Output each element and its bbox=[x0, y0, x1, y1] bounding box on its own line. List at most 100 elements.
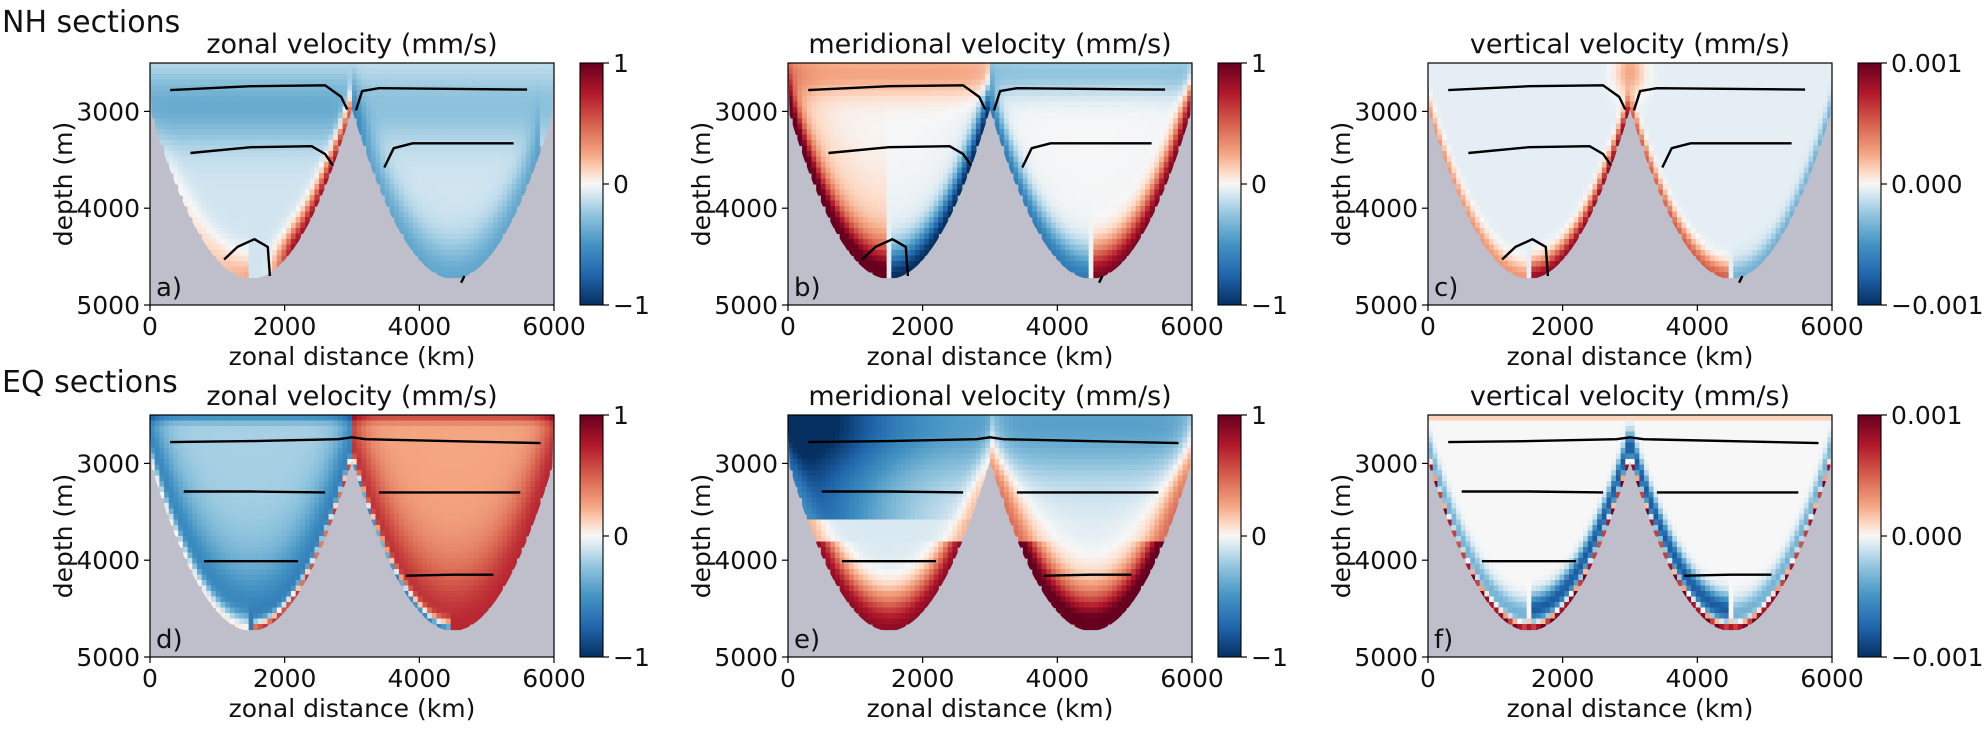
heatmap-cell bbox=[507, 195, 513, 202]
heatmap-cell bbox=[825, 63, 831, 70]
heatmap-cell bbox=[849, 96, 855, 103]
heatmap-cell bbox=[858, 167, 864, 174]
heatmap-cell bbox=[1036, 68, 1043, 75]
heatmap-cell bbox=[295, 162, 301, 169]
heatmap-cell bbox=[258, 244, 264, 251]
heatmap-cell bbox=[441, 222, 447, 229]
heatmap-cell bbox=[849, 101, 855, 108]
heatmap-cell bbox=[361, 96, 367, 103]
heatmap-cell bbox=[243, 244, 250, 251]
heatmap-cell bbox=[290, 74, 297, 81]
heatmap-cell bbox=[1145, 68, 1151, 75]
heatmap-cell bbox=[441, 178, 447, 185]
heatmap-cell bbox=[309, 195, 316, 202]
heatmap-cell bbox=[966, 145, 972, 152]
heatmap-cell bbox=[276, 184, 283, 191]
heatmap-cell bbox=[1055, 118, 1062, 125]
heatmap-cell bbox=[497, 145, 503, 152]
heatmap-cell bbox=[816, 129, 822, 136]
heatmap-cell bbox=[1008, 151, 1015, 158]
heatmap-cell bbox=[300, 118, 306, 125]
heatmap-cell bbox=[999, 90, 1005, 97]
heatmap-cell bbox=[483, 90, 489, 97]
heatmap-cell bbox=[455, 107, 461, 114]
heatmap-cell bbox=[1173, 145, 1179, 152]
heatmap-cell bbox=[1093, 222, 1099, 229]
heatmap-cell bbox=[225, 233, 231, 240]
heatmap-cell bbox=[1018, 123, 1024, 130]
heatmap-cell bbox=[370, 162, 377, 169]
heatmap-cell bbox=[262, 189, 269, 196]
heatmap-cell bbox=[182, 167, 189, 174]
heatmap-cell bbox=[919, 140, 925, 147]
heatmap-cell bbox=[187, 184, 193, 191]
heatmap-cell bbox=[1107, 151, 1113, 158]
heatmap-cell bbox=[938, 96, 944, 103]
heatmap-cell bbox=[384, 167, 391, 174]
heatmap-cell bbox=[872, 123, 878, 130]
heatmap-cell bbox=[900, 156, 907, 163]
heatmap-cell bbox=[502, 156, 508, 163]
heatmap-cell bbox=[370, 107, 377, 114]
heatmap-cell bbox=[445, 134, 452, 141]
heatmap-cell bbox=[525, 107, 532, 114]
heatmap-cell bbox=[483, 255, 489, 262]
heatmap-cell bbox=[844, 233, 850, 240]
heatmap-cell bbox=[258, 195, 264, 202]
heatmap-cell bbox=[159, 101, 165, 108]
heatmap-cell bbox=[872, 211, 878, 218]
heatmap-cell bbox=[980, 85, 986, 92]
heatmap-cell bbox=[825, 79, 831, 86]
heatmap-cell bbox=[863, 222, 869, 229]
heatmap-cell bbox=[1013, 112, 1019, 119]
heatmap-cell bbox=[262, 222, 269, 229]
heatmap-cell bbox=[924, 250, 930, 257]
heatmap-cell bbox=[159, 134, 165, 141]
heatmap-cell bbox=[1149, 211, 1156, 218]
heatmap-cell bbox=[497, 178, 503, 185]
heatmap-cell bbox=[319, 162, 325, 169]
heatmap-cell bbox=[910, 233, 916, 240]
heatmap-cell bbox=[239, 101, 245, 108]
heatmap-cell bbox=[215, 151, 222, 158]
heatmap-cell bbox=[1041, 74, 1047, 81]
heatmap-cell bbox=[1093, 101, 1099, 108]
heatmap-cell bbox=[985, 85, 991, 92]
heatmap-cell bbox=[867, 228, 874, 235]
heatmap-cell bbox=[239, 250, 245, 257]
heatmap-cell bbox=[394, 162, 400, 169]
heatmap-cell bbox=[422, 189, 428, 196]
heatmap-cell bbox=[511, 74, 518, 81]
heatmap-cell bbox=[253, 63, 259, 70]
heatmap-cell bbox=[173, 90, 179, 97]
heatmap-cell bbox=[403, 101, 409, 108]
heatmap-cell bbox=[474, 96, 480, 103]
heatmap-cell bbox=[1116, 250, 1123, 257]
heatmap-cell bbox=[1149, 63, 1156, 70]
heatmap-cell bbox=[206, 112, 212, 119]
heatmap-cell bbox=[206, 173, 212, 180]
heatmap-cell bbox=[239, 184, 245, 191]
heatmap-cell bbox=[211, 206, 217, 213]
heatmap-cell bbox=[957, 101, 963, 108]
heatmap-cell bbox=[460, 266, 466, 273]
heatmap-cell bbox=[347, 101, 353, 108]
heatmap-cell bbox=[211, 217, 217, 224]
heatmap-cell bbox=[248, 233, 254, 240]
heatmap-cell bbox=[1116, 162, 1123, 169]
heatmap-cell bbox=[196, 173, 203, 180]
heatmap-cell bbox=[1083, 156, 1090, 163]
heatmap-cell bbox=[460, 151, 466, 158]
heatmap-cell bbox=[839, 233, 845, 240]
heatmap-cell bbox=[816, 145, 822, 152]
heatmap-cell bbox=[1098, 261, 1104, 268]
heatmap-cell bbox=[957, 162, 963, 169]
heatmap-cell bbox=[450, 228, 456, 235]
heatmap-cell bbox=[511, 156, 518, 163]
heatmap-cell bbox=[455, 244, 461, 251]
heatmap-cell bbox=[441, 151, 447, 158]
heatmap-cell bbox=[1098, 195, 1104, 202]
heatmap-cell bbox=[394, 129, 400, 136]
heatmap-cell bbox=[295, 184, 301, 191]
heatmap-cell bbox=[975, 90, 982, 97]
